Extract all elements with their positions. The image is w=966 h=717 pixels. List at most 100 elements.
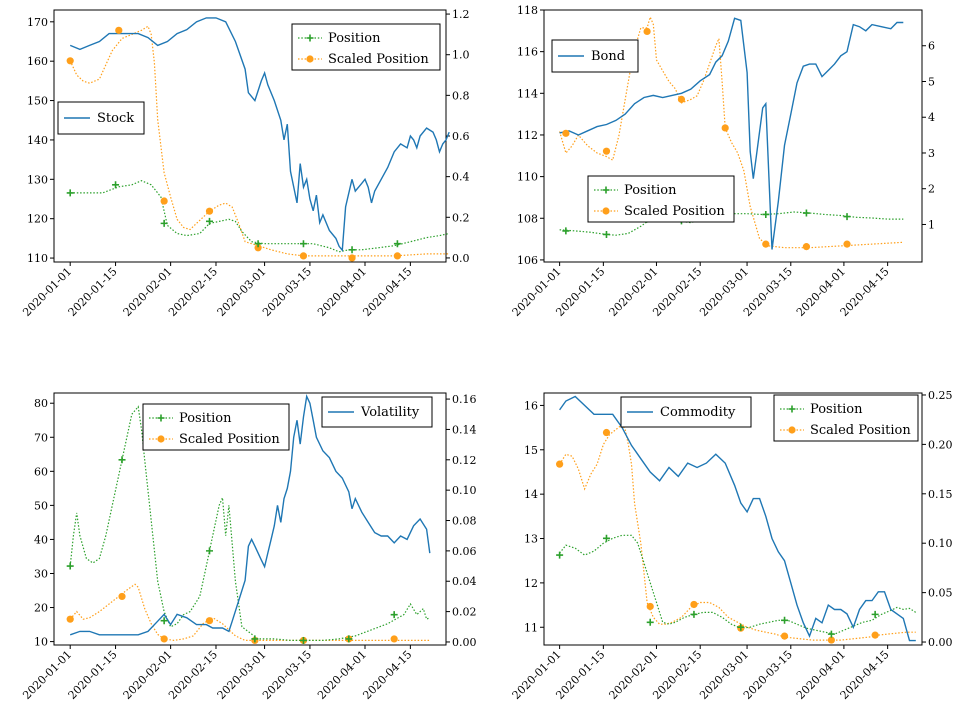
- right-y-tick-label: 0.12: [452, 454, 477, 467]
- left-y-tick-label: 10: [34, 636, 48, 649]
- legend-scaled-marker: [788, 426, 796, 434]
- right-y-tick-label: 0.06: [452, 545, 477, 558]
- left-y-tick-label: 40: [34, 533, 48, 546]
- right-y-tick-label: 0.4: [452, 171, 470, 184]
- scaled-position-marker: [562, 129, 570, 137]
- legend-position-label: Position: [328, 31, 381, 46]
- scaled-position-marker: [160, 635, 168, 643]
- legend-scaled-label: Scaled Position: [328, 52, 429, 67]
- left-y-tick-label: 150: [27, 95, 48, 108]
- x-tick-label: 2020-02-15: [166, 265, 220, 319]
- legend-scaled-label: Scaled Position: [179, 432, 280, 447]
- left-y-tick-label: 120: [27, 213, 48, 226]
- x-tick-label: 2020-04-15: [360, 648, 414, 702]
- right-y-tick-label: 0.0: [452, 252, 470, 265]
- left-y-tick-label: 118: [517, 4, 538, 17]
- left-y-tick-label: 50: [34, 499, 48, 512]
- left-y-tick-label: 13: [524, 533, 538, 546]
- x-tick-label: 2020-01-15: [66, 648, 120, 702]
- left-y-tick-label: 30: [34, 567, 48, 580]
- volatility-line: [69, 394, 431, 636]
- right-y-tick-label: 0.00: [928, 636, 953, 649]
- left-y-tick-label: 110: [517, 171, 538, 184]
- position-marker: [602, 230, 610, 238]
- scaled-position-marker: [827, 636, 836, 644]
- chart-panel-bond: 1061081101121141161181234562020-01-01202…: [510, 4, 935, 319]
- scaled-position-marker: [160, 197, 168, 205]
- right-y-tick-label: 0.10: [928, 537, 953, 550]
- position-line: [69, 405, 431, 641]
- scaled-position-line: [69, 25, 450, 257]
- scaled-position-marker: [115, 26, 123, 34]
- legend-scaled-marker: [306, 55, 314, 63]
- position-marker: [299, 240, 307, 248]
- position-marker: [299, 636, 307, 644]
- scaled-position-marker: [602, 147, 611, 155]
- scaled-position-marker: [762, 240, 770, 248]
- position-marker: [251, 635, 259, 643]
- scaled-position-line: [559, 423, 916, 641]
- position-marker: [206, 217, 214, 225]
- left-y-tick-label: 70: [34, 431, 48, 444]
- legend-scaled-marker: [157, 435, 165, 443]
- legend-position-label: Position: [179, 411, 232, 426]
- left-y-tick-label: 108: [517, 212, 538, 225]
- position-marker: [254, 240, 262, 248]
- plot-frame: [543, 9, 923, 263]
- right-y-tick-label: 0.00: [452, 636, 477, 649]
- scaled-position-line: [559, 15, 904, 249]
- right-y-tick-label: 0.10: [452, 484, 477, 497]
- scaled-position-line: [69, 583, 430, 642]
- legend-primary-label: Volatility: [360, 405, 420, 420]
- left-y-tick-label: 60: [34, 465, 48, 478]
- legend-box: [142, 403, 290, 451]
- x-tick-label: 2020-03-15: [260, 265, 314, 319]
- right-y-tick-label: 0.05: [928, 587, 953, 600]
- scaled-position-marker: [66, 57, 74, 65]
- scaled-position-marker: [677, 95, 686, 103]
- position-marker: [646, 618, 654, 626]
- scaled-position-marker: [205, 207, 214, 215]
- right-y-tick-label: 0.08: [452, 515, 477, 528]
- legend-position-label: Position: [810, 402, 863, 417]
- scaled-position-marker: [871, 631, 879, 639]
- right-y-tick-label: 0.15: [928, 488, 953, 501]
- right-y-tick-label: 1.2: [452, 8, 470, 21]
- chart-panel-volatility: 10 20 30 40 50 60 70 80 0.00 0.02 0.04 0.06 0.08 0.10…: [20, 392, 477, 702]
- legend-primary-label: Bond: [591, 49, 625, 64]
- left-y-tick-label: 15: [524, 444, 538, 457]
- scaled-position-marker: [721, 124, 729, 132]
- left-y-tick-label: 80: [34, 397, 48, 410]
- right-y-tick-label: 0.20: [928, 438, 953, 451]
- legend-scaled-marker: [602, 207, 610, 215]
- legend-primary-label: Stock: [97, 111, 134, 126]
- right-y-tick-label: 0.02: [452, 606, 477, 619]
- left-y-tick-label: 16: [524, 399, 538, 412]
- right-y-tick-label: 0.04: [452, 575, 477, 588]
- chart-panel-stock: 110 120 130 140 150 160 170 0.0 0.2 0.4 0.6 0.8 1.0 1…: [20, 8, 469, 319]
- position-marker: [737, 623, 745, 631]
- left-y-tick-label: 11: [524, 621, 538, 634]
- legend-position-marker: [602, 186, 610, 194]
- scaled-position-marker: [66, 615, 74, 623]
- left-y-tick-label: 110: [27, 252, 48, 265]
- position-marker: [66, 189, 74, 197]
- position-marker: [602, 534, 610, 542]
- scaled-position-marker: [646, 602, 654, 611]
- legend-position-marker: [157, 414, 165, 422]
- left-y-tick-label: 112: [517, 129, 538, 142]
- legend-box: [773, 394, 919, 442]
- position-line: [70, 180, 450, 253]
- legend-primary-label: Commodity: [660, 405, 736, 420]
- plot-frame: [53, 392, 447, 646]
- right-y-tick-label: 0.6: [452, 130, 470, 143]
- right-y-tick-label: 0.2: [452, 211, 470, 224]
- scaled-position-marker: [602, 428, 611, 437]
- position-marker: [390, 611, 398, 619]
- x-tick-label: 2020-04-15: [360, 265, 414, 319]
- left-y-tick-label: 20: [34, 602, 48, 615]
- x-tick-label: 2020-03-15: [260, 648, 314, 702]
- position-marker: [827, 630, 835, 638]
- position-marker: [118, 456, 126, 464]
- stock-line: [69, 17, 450, 252]
